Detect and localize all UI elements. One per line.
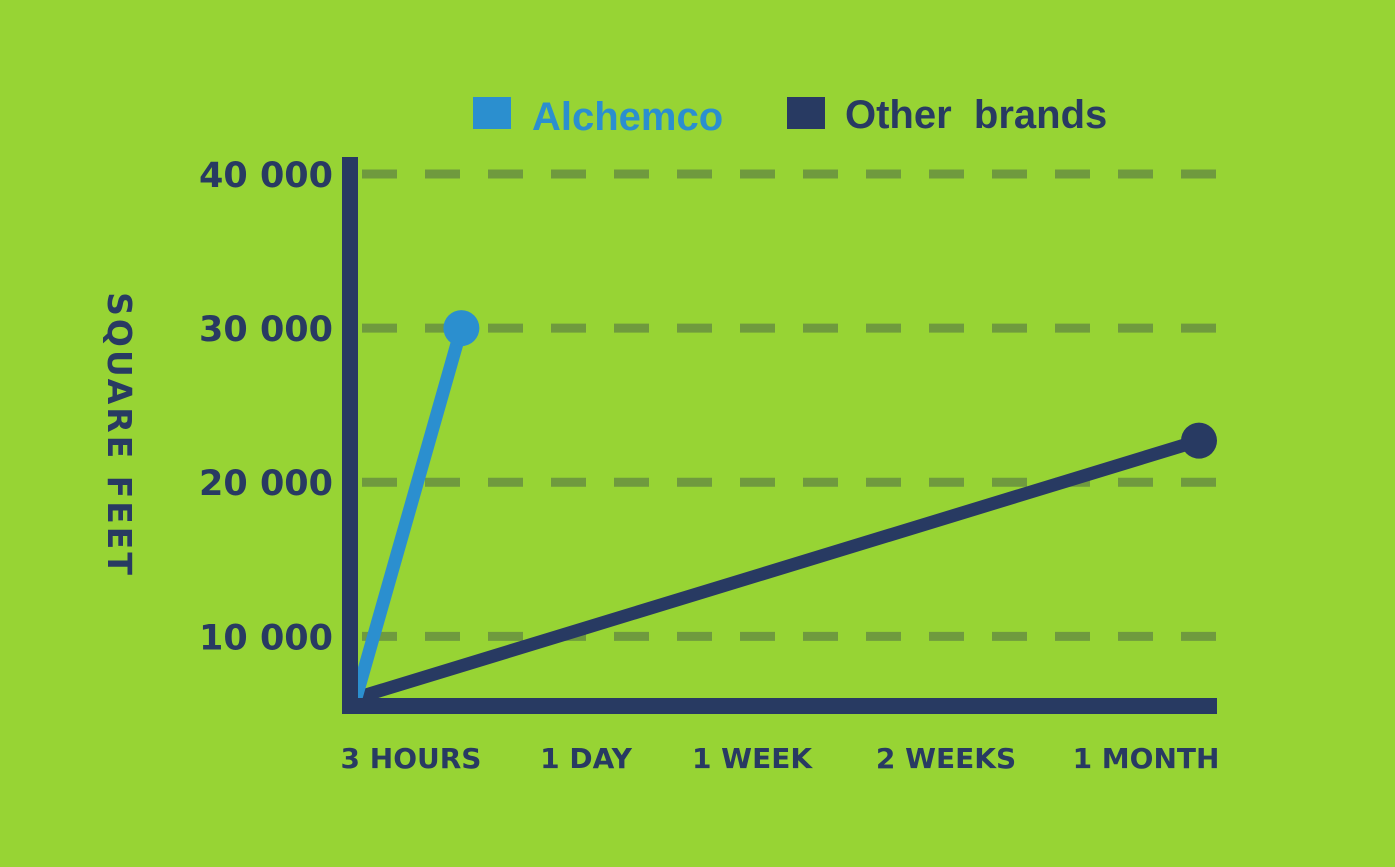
- y-tick-label: 10 000: [199, 618, 333, 658]
- y-tick-label: 40 000: [199, 156, 333, 196]
- series-points: [443, 310, 1217, 459]
- series-line-alchemco: [349, 321, 468, 705]
- x-tick-label: 1 MONTH: [1073, 742, 1220, 775]
- legend-label-other-brands: Other brands: [845, 93, 1107, 137]
- x-tick-label: 2 WEEKS: [876, 742, 1016, 775]
- legend-label-alchemco: Alchemco: [532, 95, 723, 139]
- series-lines: [349, 321, 1206, 705]
- x-tick-label: 1 DAY: [540, 742, 632, 775]
- series-point-alchemco: [443, 310, 480, 347]
- x-tick-label: 3 HOURS: [341, 742, 482, 775]
- x-tick-label: 1 WEEK: [692, 742, 813, 775]
- y-tick-labels: 10 000 20 000 30 000 40 000: [199, 156, 333, 658]
- y-axis-title: SQUARE FEET: [100, 292, 139, 578]
- axes: [342, 157, 1217, 714]
- legend: Alchemco Other brands: [473, 93, 1107, 139]
- y-tick-label: 20 000: [199, 464, 333, 504]
- legend-swatch-alchemco: [473, 97, 511, 129]
- legend-swatch-other-brands: [787, 97, 825, 129]
- x-tick-labels: 3 HOURS 1 DAY 1 WEEK 2 WEEKS 1 MONTH: [341, 742, 1220, 775]
- series-line-other-brands: [349, 434, 1206, 705]
- y-tick-label: 30 000: [199, 310, 333, 350]
- series-point-other-brands: [1181, 422, 1217, 459]
